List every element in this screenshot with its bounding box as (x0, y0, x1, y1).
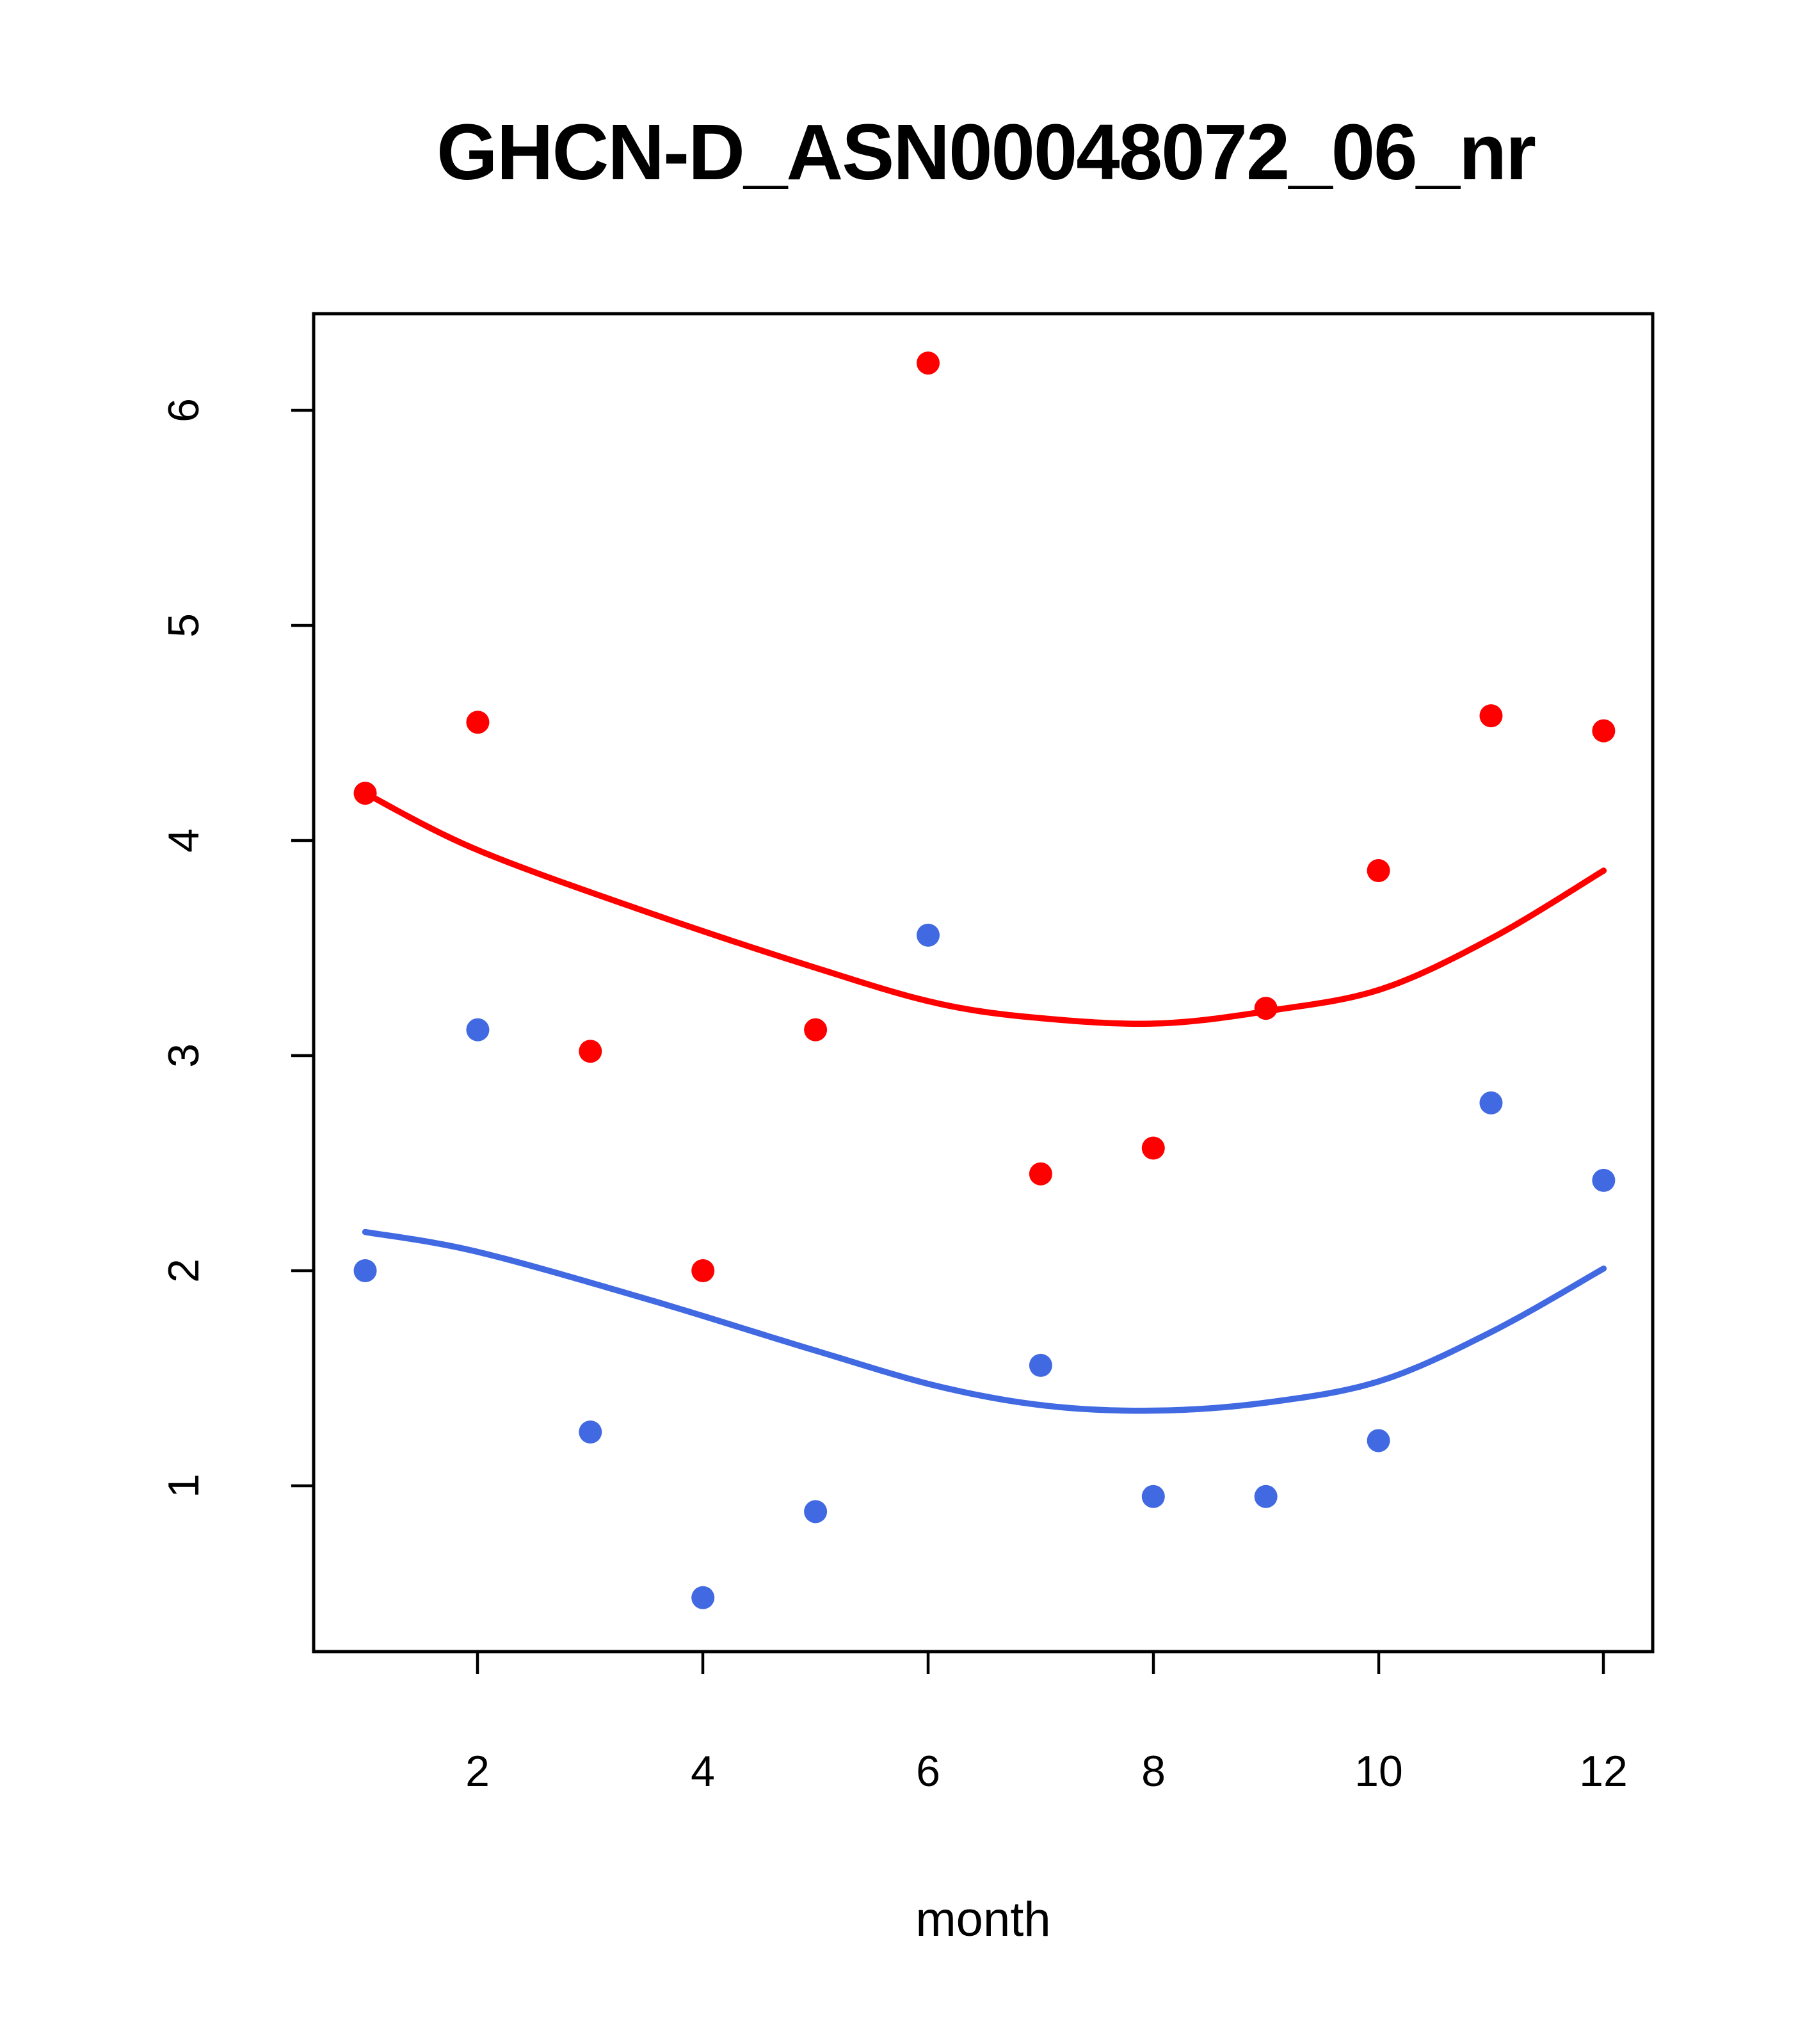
svg-text:12: 12 (1579, 1747, 1628, 1796)
svg-text:6: 6 (916, 1747, 940, 1796)
svg-text:6: 6 (159, 398, 208, 422)
svg-text:GHCN-D_ASN00048072_06_nr: GHCN-D_ASN00048072_06_nr (437, 109, 1535, 197)
svg-text:1: 1 (159, 1474, 208, 1498)
svg-text:2: 2 (159, 1259, 208, 1283)
svg-text:month: month (915, 1892, 1050, 1947)
svg-text:4: 4 (159, 828, 208, 853)
svg-text:3: 3 (159, 1043, 208, 1068)
svg-text:4: 4 (691, 1747, 715, 1796)
svg-text:10: 10 (1354, 1747, 1403, 1796)
svg-text:8: 8 (1141, 1747, 1166, 1796)
svg-text:5: 5 (159, 613, 208, 638)
svg-text:2: 2 (465, 1747, 490, 1796)
